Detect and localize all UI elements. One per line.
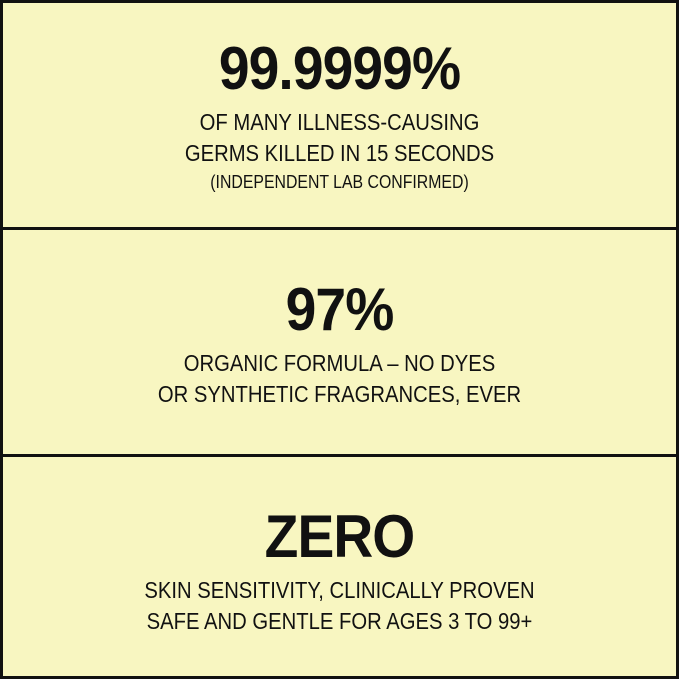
claim-headline: 99.9999% [218, 35, 461, 102]
claim-headline: ZERO [264, 503, 416, 570]
claim-panel-germs: 99.9999% OF MANY ILLNESS-CAUSING GERMS K… [3, 3, 676, 227]
claim-panel-sensitivity: ZERO SKIN SENSITIVITY, CLINICALLY PROVEN… [3, 454, 676, 676]
claim-panel-organic: 97% ORGANIC FORMULA – NO DYES OR SYNTHET… [3, 227, 676, 454]
claim-text: SAFE AND GENTLE FOR AGES 3 TO 99+ [146, 608, 533, 634]
claim-text: OF MANY ILLNESS-CAUSING [199, 109, 480, 135]
claim-text: ORGANIC FORMULA – NO DYES [183, 350, 496, 376]
claim-note: (INDEPENDENT LAB CONFIRMED) [210, 172, 469, 192]
claim-text: OR SYNTHETIC FRAGRANCES, EVER [157, 381, 522, 407]
claim-headline: 97% [285, 276, 395, 343]
claim-text: GERMS KILLED IN 15 SECONDS [184, 140, 495, 166]
claim-text: SKIN SENSITIVITY, CLINICALLY PROVEN [144, 577, 535, 603]
